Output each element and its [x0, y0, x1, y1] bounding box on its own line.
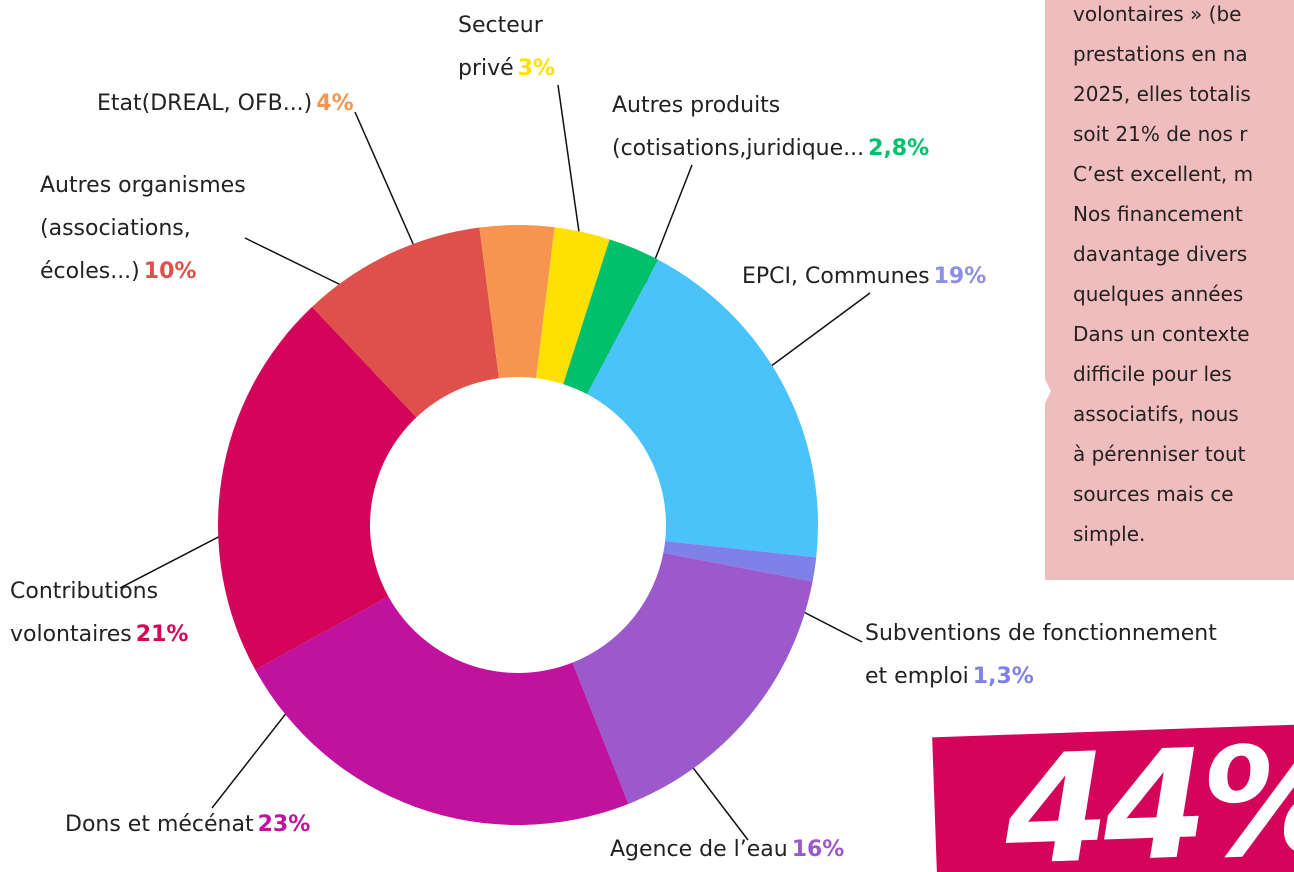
label-name: Subventions de fonctionnement et emploi — [865, 621, 1217, 689]
label-name: Etat(DREAL, OFB...) — [97, 91, 313, 116]
label-value: 19% — [933, 264, 987, 289]
side-text-line: C’est excellent, m — [1073, 162, 1254, 186]
slice — [218, 306, 417, 670]
label-name: Autres produits (cotisations,juridique..… — [612, 93, 865, 161]
leader-line — [244, 237, 346, 288]
slice-label: Dons et mécénat 23% — [65, 803, 310, 846]
side-text-line: prestations en na — [1073, 42, 1248, 66]
leader-line — [754, 292, 871, 379]
slice — [663, 540, 817, 582]
label-value: 2,8% — [868, 136, 930, 161]
slice-label: Agence de l’eau 16% — [610, 828, 844, 871]
side-text-line: simple. — [1073, 522, 1146, 546]
label-name: Dons et mécénat — [65, 812, 254, 837]
slice — [255, 596, 629, 825]
leader-lines — [119, 84, 871, 841]
slice-label: Contributions volontaires 21% — [10, 570, 188, 656]
slice-label: Autres organismes (associations, écoles.… — [40, 164, 246, 293]
leader-line — [354, 111, 419, 256]
side-text-line: 2025, elles totalis — [1073, 82, 1251, 106]
leader-line — [557, 84, 583, 254]
label-value: 16% — [791, 837, 845, 862]
slice-label: EPCI, Communes 19% — [742, 255, 986, 298]
side-text-box: volontaires » (be prestations en na 2025, … — [1045, 0, 1294, 580]
slice — [572, 552, 813, 804]
slice — [536, 227, 610, 385]
slice-label: Subventions de fonctionnement et emploi 1… — [865, 612, 1217, 698]
badge-text: 44% — [1001, 713, 1294, 872]
side-text-line: quelques années — [1073, 282, 1244, 306]
label-value: 23% — [257, 812, 311, 837]
label-value: 4% — [316, 91, 354, 116]
label-value: 10% — [143, 259, 197, 284]
side-text-line: associatifs, nous — [1073, 402, 1239, 426]
side-text-line: Nos financement — [1073, 202, 1243, 226]
slice-label: Autres produits (cotisations,juridique..… — [612, 84, 929, 170]
slice-label: Etat(DREAL, OFB...) 4% — [97, 82, 354, 125]
side-text-line: soit 21% de nos r — [1073, 122, 1248, 146]
slice — [563, 239, 659, 395]
side-text-line: volontaires » (be — [1073, 2, 1242, 26]
side-text-line: davantage divers — [1073, 242, 1248, 266]
slice — [479, 225, 555, 379]
side-text-line: difficile pour les — [1073, 362, 1232, 386]
slice-label: Secteur privé 3% — [458, 4, 555, 90]
label-name: Autres organismes (associations, écoles.… — [40, 173, 246, 284]
side-text-line: à pérenniser tout — [1073, 442, 1246, 466]
label-name: EPCI, Communes — [742, 264, 930, 289]
label-name: Secteur privé — [458, 13, 543, 81]
label-value: 21% — [135, 622, 189, 647]
label-name: Agence de l’eau — [610, 837, 788, 862]
side-text-line: sources mais ce — [1073, 482, 1234, 506]
label-name: Contributions volontaires — [10, 579, 159, 647]
side-text-line: Dans un contexte — [1073, 322, 1250, 346]
slice — [312, 227, 499, 418]
label-value: 3% — [517, 56, 556, 81]
label-value: 1,3% — [972, 664, 1034, 689]
badge: 44% — [932, 713, 1294, 872]
slice — [587, 259, 818, 558]
